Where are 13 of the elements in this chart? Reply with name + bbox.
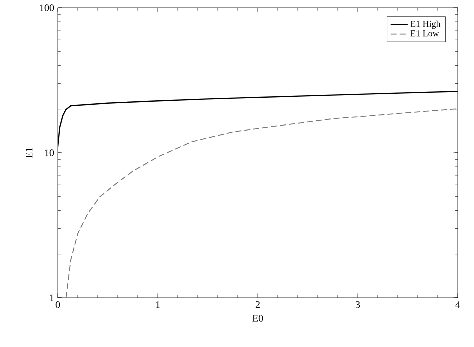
y-axis-title: E1 xyxy=(26,148,33,158)
y-tick-label: 100 xyxy=(40,4,54,12)
x-tick-label: 4 xyxy=(456,302,460,308)
legend-label: E1 Low xyxy=(410,30,440,37)
x-tick-label: 1 xyxy=(156,302,160,308)
x-tick-label: 0 xyxy=(56,302,60,308)
x-tick-label: 2 xyxy=(256,302,260,308)
y-tick-label: 10 xyxy=(45,150,54,156)
legend-label: E1 High xyxy=(410,20,441,30)
x-tick-label: 3 xyxy=(356,302,360,308)
x-axis-title: E0 xyxy=(252,315,264,322)
y-tick-label: 1 xyxy=(50,294,54,302)
line-series xyxy=(66,108,458,298)
